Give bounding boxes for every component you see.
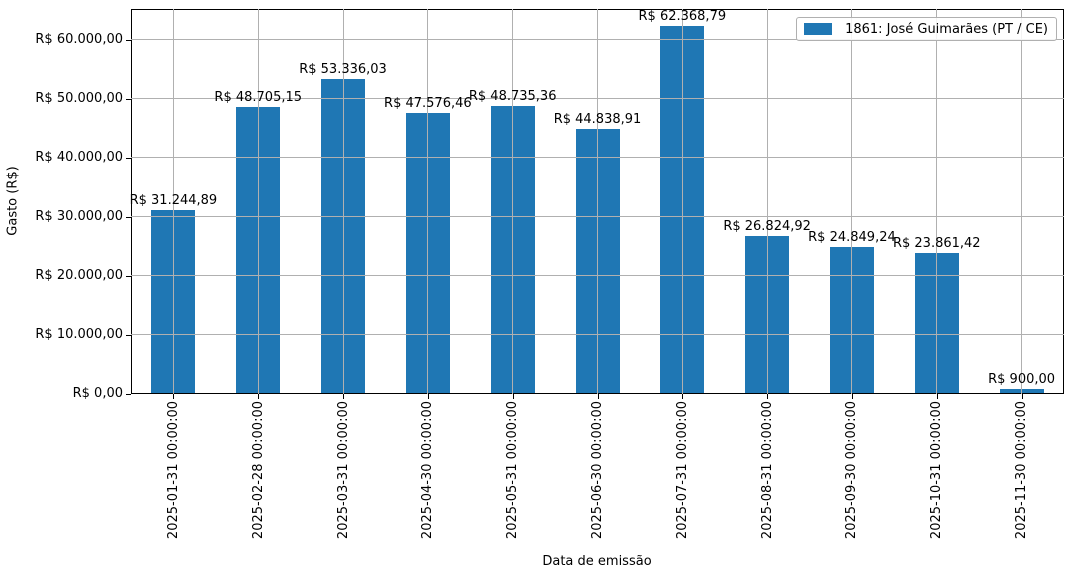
x-tick-label: 2025-05-31 00:00:00 (505, 401, 521, 540)
legend: 1861: José Guimarães (PT / CE) (796, 17, 1057, 41)
x-tick-label: 2025-06-30 00:00:00 (590, 401, 605, 540)
value-label: R$ 48.735,36 (468, 89, 557, 105)
y-tick-label: R$ 50.000,00 (35, 90, 123, 106)
x-tick-mark (936, 394, 938, 399)
gridline-v (681, 9, 683, 394)
x-tick-label: 2025-03-31 00:00:00 (335, 401, 351, 540)
value-label: R$ 24.849,24 (808, 230, 896, 246)
value-label: R$ 26.824,92 (723, 218, 811, 234)
x-axis-title: Data de emissão (542, 554, 652, 569)
x-tick-label: 2025-07-31 00:00:00 (674, 401, 690, 540)
x-tick-mark (682, 394, 684, 399)
gridline-v (766, 9, 768, 394)
x-tick-label: 2025-09-30 00:00:00 (844, 401, 860, 540)
value-label: R$ 48.705,15 (214, 89, 303, 105)
legend-swatch (804, 23, 833, 35)
value-label: R$ 44.838,91 (553, 112, 642, 128)
y-tick-label: R$ 20.000,00 (35, 267, 123, 283)
gridline-v (257, 9, 259, 394)
y-tick-label: R$ 60.000,00 (35, 31, 123, 47)
value-label: R$ 900,00 (988, 371, 1056, 387)
y-tick-label: R$ 0,00 (72, 386, 123, 401)
y-tick-mark (126, 394, 131, 395)
y-tick-label: R$ 10.000,00 (35, 326, 123, 342)
y-tick-mark (126, 98, 131, 100)
gridline-v (342, 9, 344, 394)
y-tick-mark (126, 39, 131, 41)
x-tick-label: 2025-04-30 00:00:00 (420, 401, 436, 540)
value-label: R$ 23.861,42 (892, 236, 981, 252)
x-tick-label: 2025-08-31 00:00:00 (759, 401, 775, 540)
x-tick-mark (343, 394, 345, 399)
x-tick-label: 2025-10-31 00:00:00 (929, 401, 945, 540)
value-label: R$ 53.336,03 (299, 62, 387, 78)
y-tick-mark (126, 157, 131, 159)
x-tick-label: 2025-01-31 00:00:00 (165, 401, 181, 540)
x-tick-mark (258, 394, 260, 399)
gridline-v (1021, 9, 1023, 394)
gridline-v (936, 9, 938, 394)
gridline-v (851, 9, 853, 394)
x-tick-mark (767, 394, 769, 399)
gridline-v (512, 9, 514, 394)
y-tick-mark (126, 275, 131, 277)
x-tick-mark (512, 394, 514, 399)
x-tick-mark (1021, 394, 1023, 399)
x-tick-label: 2025-11-30 00:00:00 (1014, 401, 1030, 540)
x-tick-mark (427, 394, 429, 399)
value-label: R$ 31.244,89 (129, 192, 218, 208)
y-tick-mark (126, 216, 131, 218)
x-tick-mark (173, 394, 175, 399)
value-label: R$ 47.576,46 (384, 96, 472, 112)
y-tick-label: R$ 40.000,00 (35, 149, 123, 165)
gridline-v (597, 9, 598, 394)
x-tick-mark (851, 394, 853, 399)
x-tick-label: 2025-02-28 00:00:00 (250, 401, 266, 540)
y-axis-title: Gasto (R$) (5, 166, 21, 236)
gridline-v (427, 9, 429, 394)
gridline-v (172, 9, 174, 394)
value-label: R$ 62.368,79 (638, 9, 727, 25)
x-tick-mark (597, 394, 599, 399)
legend-label: 1861: José Guimarães (PT / CE) (845, 21, 1048, 37)
y-tick-mark (126, 334, 131, 336)
y-tick-label: R$ 30.000,00 (35, 208, 123, 224)
